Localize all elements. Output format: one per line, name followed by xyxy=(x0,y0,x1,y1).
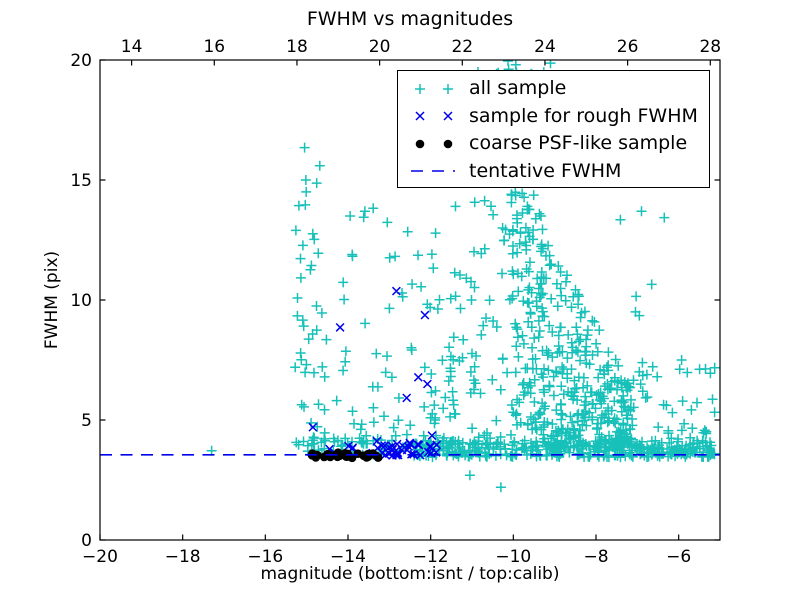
legend: all sample sample for rough FWHM coarse … xyxy=(397,70,710,188)
svg-text:14: 14 xyxy=(121,37,143,57)
svg-text:16: 16 xyxy=(203,37,225,57)
x-axis-bottom-ticks: −20 −18 −16 −14 −12 −10 −8 −6 xyxy=(82,534,691,567)
svg-text:28: 28 xyxy=(699,37,721,57)
svg-text:15: 15 xyxy=(70,171,92,191)
plus-marker-icon xyxy=(415,83,453,94)
legend-item-rough-fwhm: sample for rough FWHM xyxy=(405,103,709,131)
svg-text:22: 22 xyxy=(451,37,473,57)
svg-text:0: 0 xyxy=(81,531,92,551)
dot-marker-icon xyxy=(415,139,453,149)
svg-text:−10: −10 xyxy=(495,547,531,567)
legend-label: all sample xyxy=(469,77,567,100)
x-axis-top-ticks: 14 16 18 20 22 24 26 28 xyxy=(121,37,721,66)
svg-text:24: 24 xyxy=(534,37,556,57)
x-axis-label: magnitude (bottom:isnt / top:calib) xyxy=(260,564,560,584)
svg-text:10: 10 xyxy=(70,291,92,311)
svg-text:5: 5 xyxy=(81,411,92,431)
svg-text:20: 20 xyxy=(70,51,92,71)
y-axis-ticks: 0 5 10 15 20 xyxy=(70,51,720,551)
svg-text:−8: −8 xyxy=(583,547,608,567)
legend-label: tentative FWHM xyxy=(469,159,622,182)
x-marker-icon xyxy=(415,111,453,121)
svg-text:18: 18 xyxy=(286,37,308,57)
dash-line-icon xyxy=(411,170,455,173)
svg-text:−6: −6 xyxy=(666,547,691,567)
svg-text:26: 26 xyxy=(617,37,639,57)
svg-text:−14: −14 xyxy=(330,547,366,567)
legend-label: coarse PSF-like sample xyxy=(469,132,688,155)
svg-text:20: 20 xyxy=(369,37,391,57)
legend-item-tentative-fwhm: tentative FWHM xyxy=(405,158,709,186)
svg-text:−12: −12 xyxy=(413,547,449,567)
plot-title: FWHM vs magnitudes xyxy=(306,8,514,30)
legend-item-psf-sample: coarse PSF-like sample xyxy=(405,130,709,158)
all-sample-points xyxy=(206,60,720,493)
svg-text:−18: −18 xyxy=(165,547,201,567)
y-axis-label: FWHM (pix) xyxy=(42,250,62,350)
svg-text:−20: −20 xyxy=(82,547,118,567)
legend-item-all-sample: all sample xyxy=(405,75,709,103)
svg-text:−16: −16 xyxy=(247,547,283,567)
legend-label: sample for rough FWHM xyxy=(469,104,698,127)
